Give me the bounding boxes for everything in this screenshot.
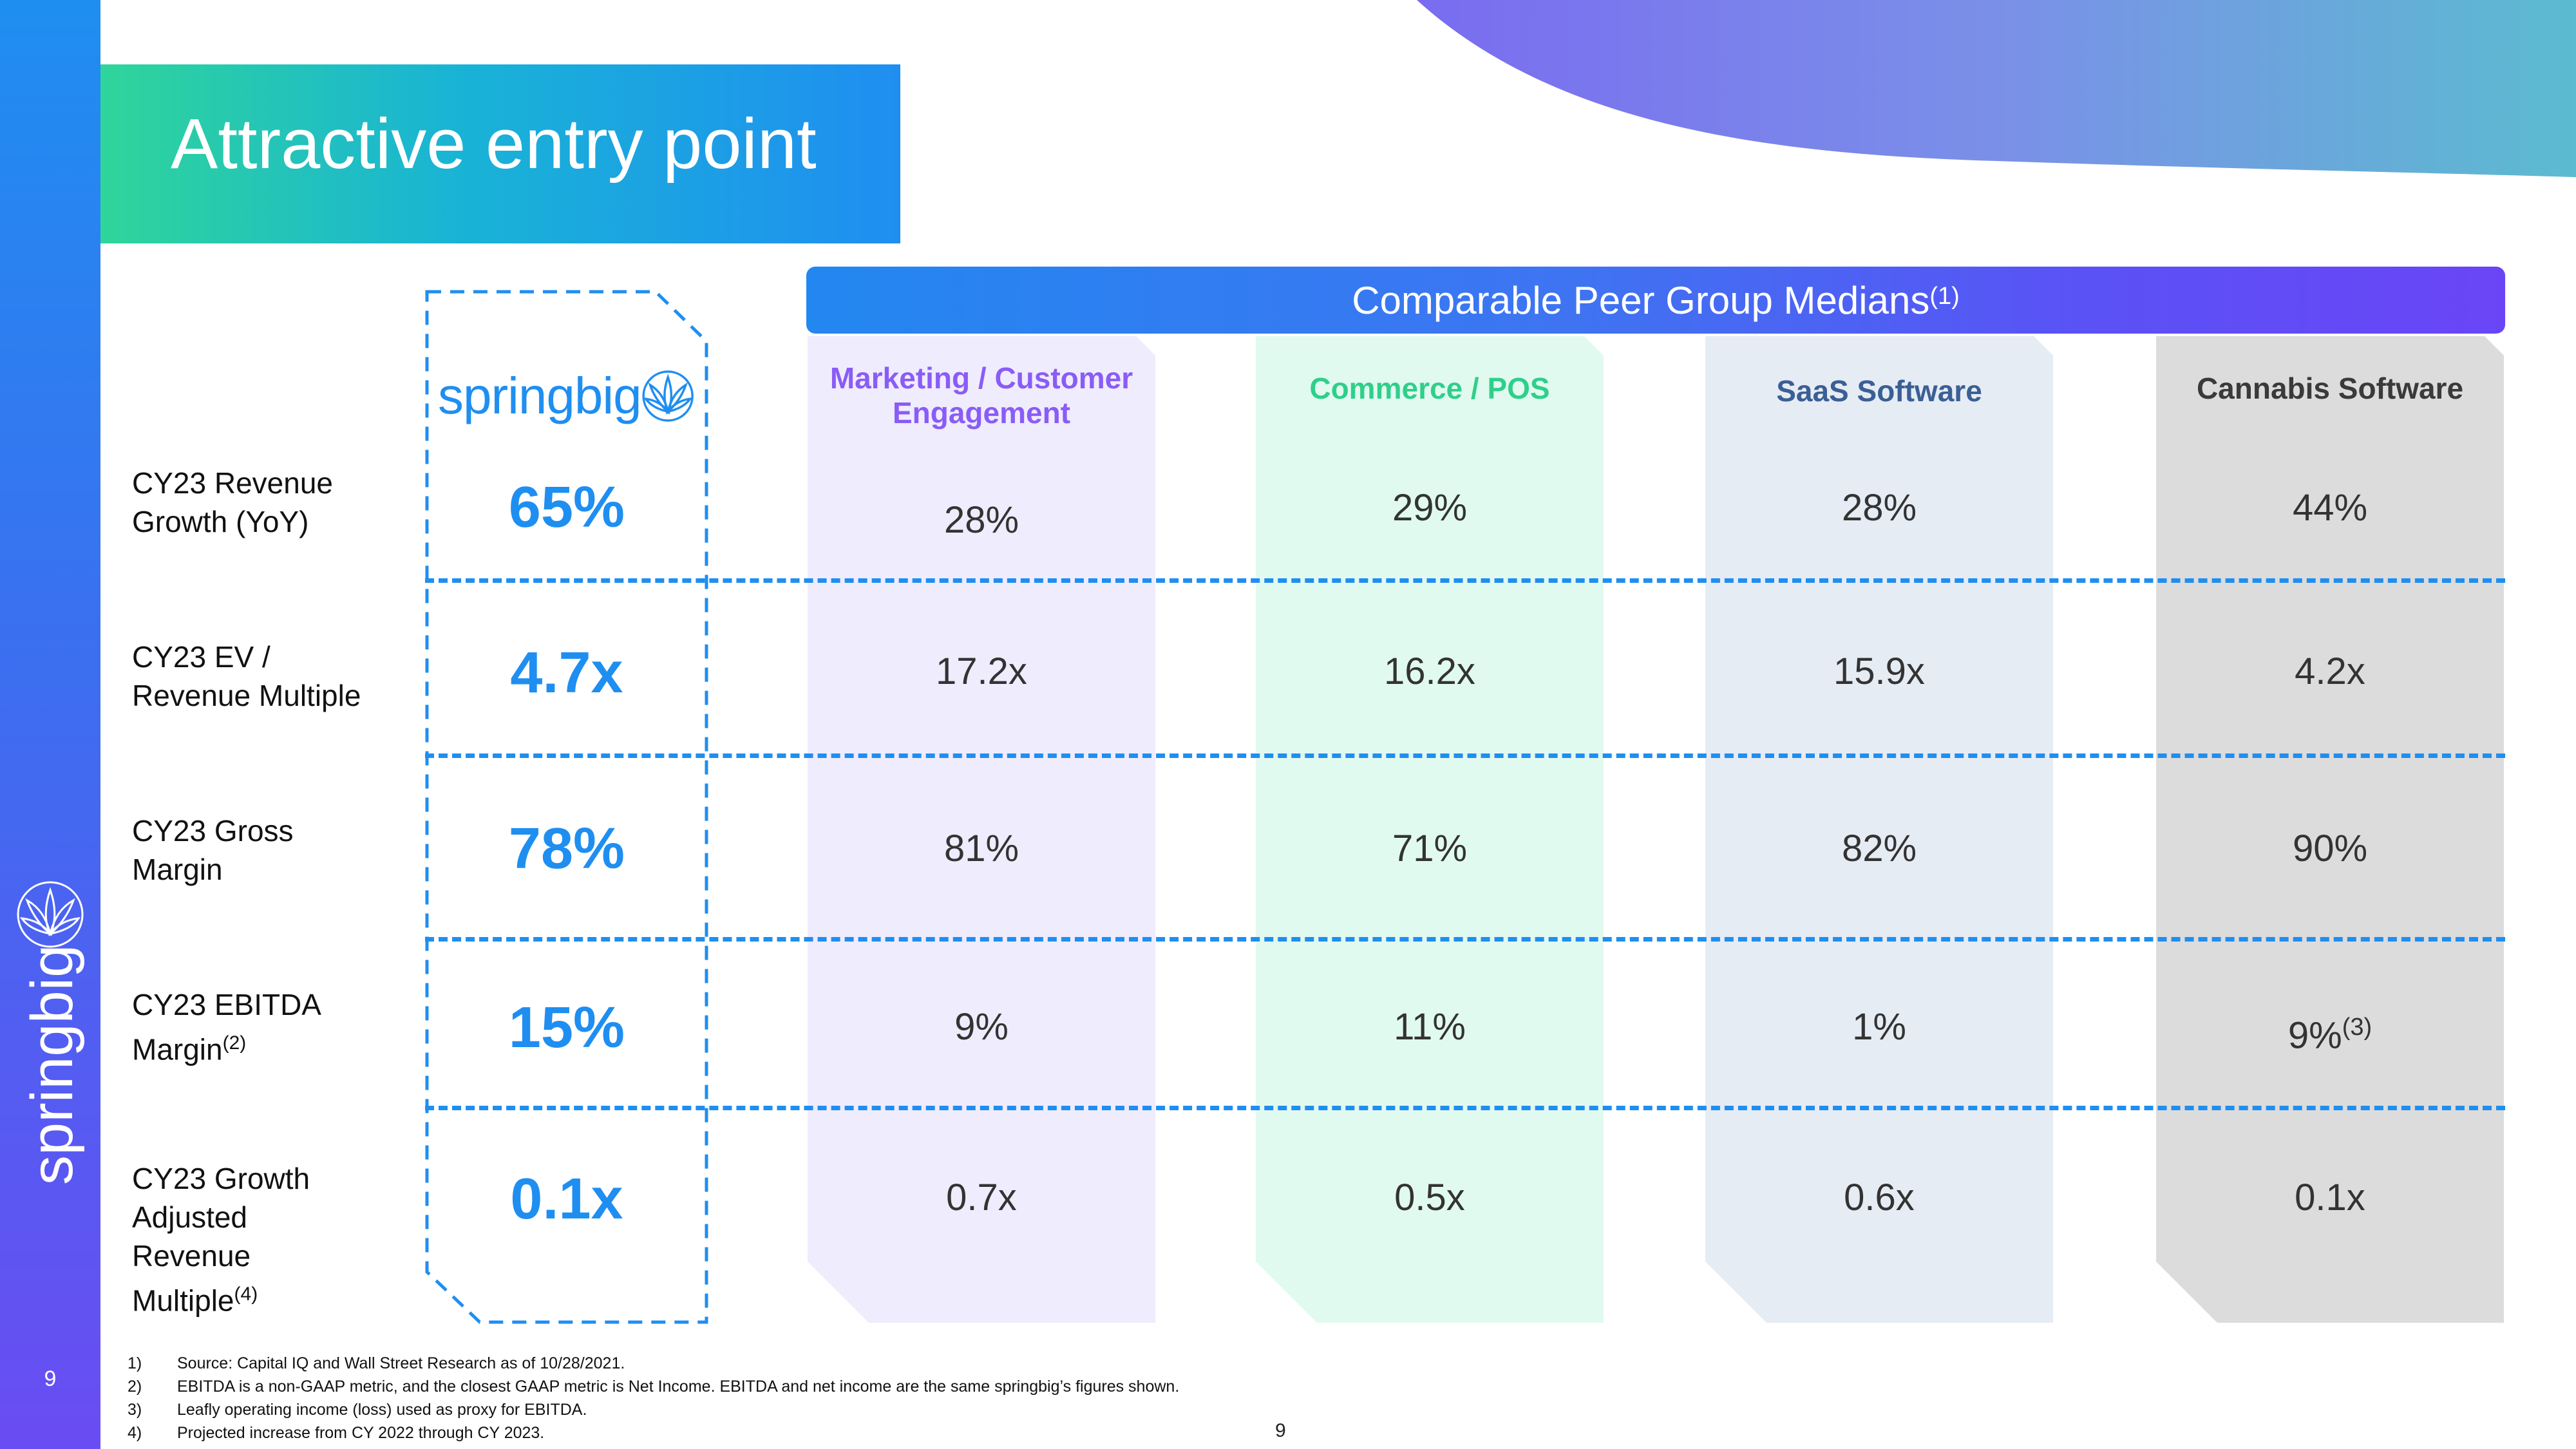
row-label-line: CY23 EV / bbox=[132, 638, 361, 676]
springbig-value-revenue-growth: 65% bbox=[444, 475, 689, 540]
row-label-line: Multiple(4) bbox=[132, 1275, 310, 1320]
row-label-line: Growth (YoY) bbox=[132, 502, 333, 541]
row-label-line: CY23 Growth bbox=[132, 1159, 310, 1198]
value-saas-gross-margin: 82% bbox=[1705, 826, 2053, 871]
value-marketing-revenue-growth: 28% bbox=[808, 498, 1155, 543]
value-cannabis-ev-revenue: 4.2x bbox=[2156, 649, 2504, 694]
row-separator bbox=[425, 753, 2505, 758]
row-label-growth-adjusted: CY23 Growth Adjusted Revenue Multiple(4) bbox=[132, 1159, 310, 1320]
footnote-number: 2) bbox=[128, 1378, 142, 1396]
row-label-line: CY23 Gross bbox=[132, 811, 294, 850]
brand-sidebar bbox=[0, 0, 100, 1449]
row-separator bbox=[425, 1106, 2505, 1110]
springbig-value-gross-margin: 78% bbox=[444, 817, 689, 881]
row-label-line: Margin bbox=[132, 850, 294, 889]
value-marketing-growth-adjusted: 0.7x bbox=[808, 1175, 1155, 1220]
row-label-line: CY23 EBITDA bbox=[132, 985, 321, 1024]
row-separator bbox=[425, 937, 2505, 942]
row-label-revenue-growth: CY23 Revenue Growth (YoY) bbox=[132, 464, 333, 541]
value-footnote: (3) bbox=[2342, 1014, 2372, 1041]
sidebar-logo: springbig bbox=[0, 857, 100, 1217]
row-label-line: CY23 Revenue bbox=[132, 464, 333, 502]
row-label-footnote: (2) bbox=[223, 1032, 247, 1054]
row-label-ebitda-margin: CY23 EBITDA Margin(2) bbox=[132, 985, 321, 1068]
sidebar-flower-icon bbox=[18, 882, 82, 947]
value-cannabis-revenue-growth: 44% bbox=[2156, 486, 2504, 531]
row-label-gross-margin: CY23 Gross Margin bbox=[132, 811, 294, 889]
sidebar-page-number: 9 bbox=[0, 1367, 100, 1392]
footnote-number: 4) bbox=[128, 1424, 142, 1443]
footnote-text: Source: Capital IQ and Wall Street Resea… bbox=[177, 1354, 625, 1373]
footnote-number: 1) bbox=[128, 1354, 142, 1373]
value-text: 9% bbox=[2288, 1014, 2342, 1056]
column-header-commerce: Commerce / POS bbox=[1256, 371, 1604, 406]
footnote-number: 3) bbox=[128, 1401, 142, 1419]
row-label-ev-revenue: CY23 EV / Revenue Multiple bbox=[132, 638, 361, 715]
row-label-line: Margin(2) bbox=[132, 1024, 321, 1068]
value-commerce-ebitda-margin: 11% bbox=[1256, 1005, 1604, 1050]
springbig-flower-icon bbox=[640, 368, 696, 424]
page-number: 9 bbox=[1275, 1420, 1286, 1442]
peer-group-header: Comparable Peer Group Medians (1) bbox=[806, 267, 2505, 334]
decorative-wave bbox=[1417, 0, 2576, 193]
footnote-text: Projected increase from CY 2022 through … bbox=[177, 1424, 544, 1443]
value-cannabis-growth-adjusted: 0.1x bbox=[2156, 1175, 2504, 1220]
column-header-saas: SaaS Software bbox=[1705, 374, 2053, 408]
row-label-text: Margin bbox=[132, 1032, 223, 1066]
row-label-line: Adjusted bbox=[132, 1198, 310, 1236]
footnote-text: EBITDA is a non-GAAP metric, and the clo… bbox=[177, 1378, 1179, 1396]
column-header-cannabis: Cannabis Software bbox=[2156, 371, 2504, 406]
row-label-line: Revenue bbox=[132, 1236, 310, 1275]
page-title: Attractive entry point bbox=[171, 103, 817, 185]
row-separator bbox=[425, 578, 2505, 583]
value-marketing-ev-revenue: 17.2x bbox=[808, 649, 1155, 694]
value-commerce-revenue-growth: 29% bbox=[1256, 486, 1604, 531]
column-header-marketing: Marketing / Customer Engagement bbox=[808, 361, 1155, 430]
peer-group-header-footnote: (1) bbox=[1929, 283, 1959, 310]
footnote-text: Leafly operating income (loss) used as p… bbox=[177, 1401, 587, 1419]
value-saas-revenue-growth: 28% bbox=[1705, 486, 2053, 531]
value-cannabis-ebitda-margin: 9%(3) bbox=[2156, 1005, 2504, 1058]
value-marketing-gross-margin: 81% bbox=[808, 826, 1155, 871]
row-label-text: Multiple bbox=[132, 1283, 234, 1317]
value-commerce-growth-adjusted: 0.5x bbox=[1256, 1175, 1604, 1220]
value-cannabis-gross-margin: 90% bbox=[2156, 826, 2504, 871]
springbig-value-ev-revenue: 4.7x bbox=[444, 641, 689, 705]
springbig-value-growth-adjusted: 0.1x bbox=[444, 1167, 689, 1231]
sidebar-logo-text: springbig bbox=[19, 945, 85, 1185]
springbig-logo: springbig bbox=[438, 361, 696, 431]
row-label-footnote: (4) bbox=[234, 1283, 258, 1305]
value-marketing-ebitda-margin: 9% bbox=[808, 1005, 1155, 1050]
peer-group-header-label: Comparable Peer Group Medians bbox=[1352, 278, 1929, 323]
value-commerce-ev-revenue: 16.2x bbox=[1256, 649, 1604, 694]
value-saas-ev-revenue: 15.9x bbox=[1705, 649, 2053, 694]
column-header-marketing-line1: Marketing / Customer bbox=[808, 361, 1155, 395]
column-header-marketing-line2: Engagement bbox=[808, 395, 1155, 430]
row-label-line: Revenue Multiple bbox=[132, 676, 361, 715]
springbig-value-ebitda-margin: 15% bbox=[444, 996, 689, 1060]
value-saas-growth-adjusted: 0.6x bbox=[1705, 1175, 2053, 1220]
value-saas-ebitda-margin: 1% bbox=[1705, 1005, 2053, 1050]
value-commerce-gross-margin: 71% bbox=[1256, 826, 1604, 871]
springbig-logo-text: springbig bbox=[438, 366, 641, 426]
